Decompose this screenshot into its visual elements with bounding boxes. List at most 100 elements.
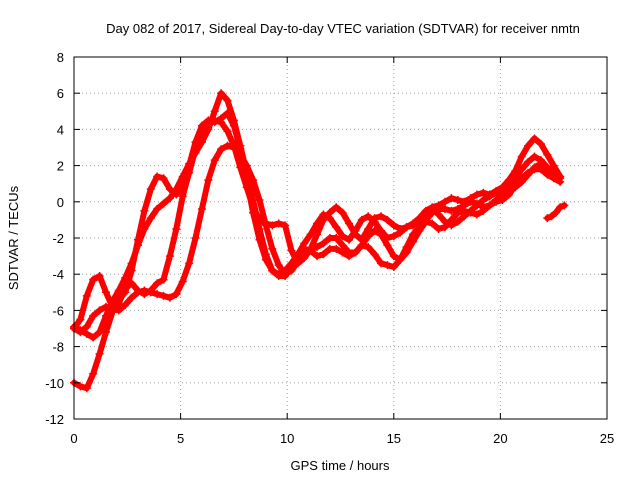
data-point xyxy=(140,224,149,233)
data-point xyxy=(530,152,539,161)
data-point xyxy=(140,286,149,295)
data-point xyxy=(492,197,501,206)
data-point xyxy=(108,304,117,313)
data-point xyxy=(140,206,149,215)
data-point xyxy=(524,141,533,150)
data-point xyxy=(101,311,110,320)
data-point xyxy=(133,288,142,297)
data-point xyxy=(453,195,462,204)
data-point xyxy=(127,293,136,302)
data-point xyxy=(549,174,558,183)
data-point xyxy=(472,190,481,199)
data-point xyxy=(185,259,194,268)
data-point xyxy=(332,244,341,253)
data-point xyxy=(223,96,232,105)
data-point xyxy=(511,181,520,190)
data-point xyxy=(178,277,187,286)
data-point xyxy=(76,382,85,391)
data-point xyxy=(498,185,507,194)
data-point xyxy=(421,210,430,219)
data-point xyxy=(172,185,181,194)
data-point xyxy=(364,224,373,233)
data-point xyxy=(306,244,315,253)
data-point xyxy=(133,241,142,250)
data-point xyxy=(127,259,136,268)
data-point xyxy=(345,219,354,228)
data-point xyxy=(402,248,411,257)
data-point xyxy=(159,199,168,208)
data-point xyxy=(543,214,552,223)
data-point xyxy=(313,252,322,261)
data-point xyxy=(313,219,322,228)
data-point xyxy=(281,270,290,279)
data-point xyxy=(517,174,526,183)
data-point xyxy=(402,223,411,232)
data-point xyxy=(121,288,130,297)
x-tick-label: 5 xyxy=(177,431,184,446)
data-point xyxy=(440,197,449,206)
data-point xyxy=(274,261,283,270)
y-axis-label: SDTVAR / TECUs xyxy=(6,185,21,290)
data-point xyxy=(377,212,386,221)
data-point xyxy=(364,232,373,241)
data-point xyxy=(165,293,174,302)
data-point xyxy=(89,369,98,378)
data-point xyxy=(172,290,181,299)
data-point xyxy=(255,224,264,233)
data-point xyxy=(287,266,296,275)
data-point xyxy=(95,306,104,315)
y-tick-label: -10 xyxy=(45,376,64,391)
data-point xyxy=(274,219,283,228)
data-point xyxy=(389,221,398,230)
data-point xyxy=(121,273,130,282)
data-point xyxy=(146,288,155,297)
x-axis-label: GPS time / hours xyxy=(291,458,390,473)
data-point xyxy=(547,212,556,221)
data-point xyxy=(159,174,168,183)
data-point xyxy=(261,221,270,230)
data-point xyxy=(153,205,162,214)
y-tick-label: 4 xyxy=(57,122,64,137)
data-point xyxy=(229,143,238,152)
data-point xyxy=(89,275,98,284)
data-point xyxy=(447,194,456,203)
x-tick-label: 20 xyxy=(493,431,507,446)
data-point xyxy=(236,141,245,150)
y-tick-label: 2 xyxy=(57,159,64,174)
data-point xyxy=(434,224,443,233)
data-point xyxy=(364,243,373,252)
data-point xyxy=(447,215,456,224)
data-point xyxy=(415,226,424,235)
y-tick-label: -6 xyxy=(52,303,64,318)
data-point xyxy=(319,250,328,259)
data-point xyxy=(178,172,187,181)
y-tick-label: -2 xyxy=(52,231,64,246)
data-point xyxy=(95,272,104,281)
data-point xyxy=(517,152,526,161)
data-point xyxy=(370,217,379,226)
data-point xyxy=(504,190,513,199)
data-point xyxy=(191,234,200,242)
data-point xyxy=(114,306,123,315)
data-point xyxy=(517,165,526,174)
data-point xyxy=(383,241,392,250)
data-point xyxy=(82,322,91,331)
data-point xyxy=(306,230,315,239)
data-point xyxy=(440,205,449,214)
data-point xyxy=(242,161,251,170)
data-point xyxy=(197,138,206,147)
data-point xyxy=(524,157,533,166)
data-point xyxy=(421,217,430,226)
data-point xyxy=(479,188,488,197)
data-point xyxy=(524,168,533,177)
data-point xyxy=(543,170,552,179)
x-tick-label: 15 xyxy=(387,431,401,446)
data-point xyxy=(95,328,104,337)
data-point xyxy=(453,217,462,226)
data-point xyxy=(408,221,417,230)
data-point xyxy=(229,116,238,125)
data-point xyxy=(396,228,405,237)
data-point xyxy=(325,214,334,223)
data-point xyxy=(389,232,398,241)
data-point xyxy=(560,201,569,210)
